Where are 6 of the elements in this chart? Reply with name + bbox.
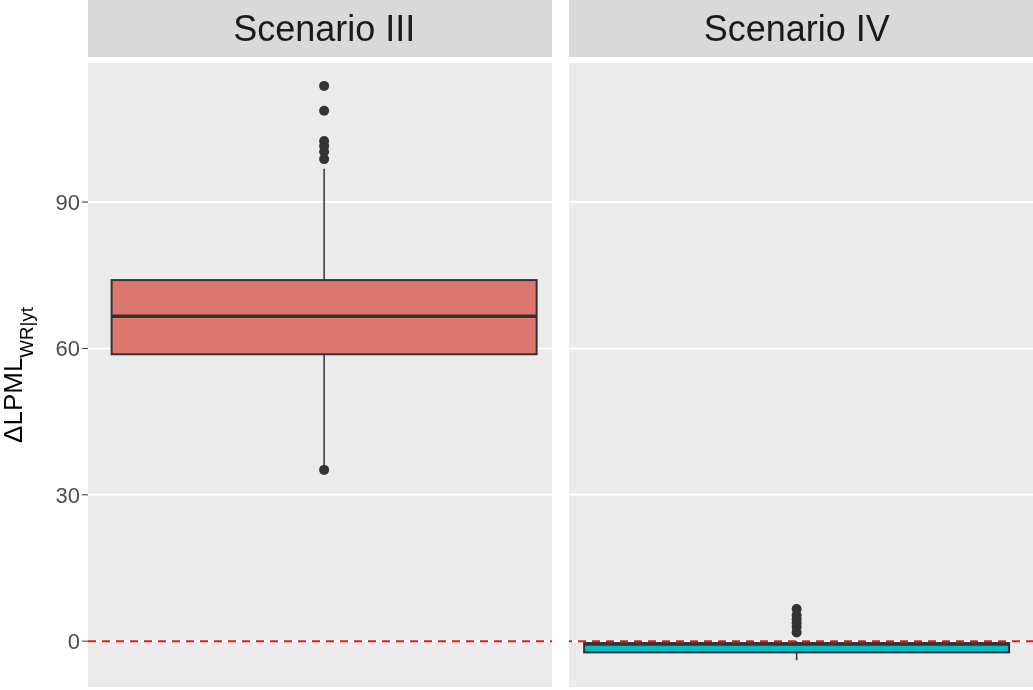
y-tick-label: 90 bbox=[55, 189, 80, 215]
y-tick-label: 0 bbox=[67, 628, 80, 654]
y-tick-label: 30 bbox=[55, 482, 80, 508]
y-tick-label: 60 bbox=[55, 336, 80, 362]
x-tick-label: Scenario III bbox=[233, 8, 416, 49]
x-tick-label: Scenario IV bbox=[703, 8, 890, 49]
